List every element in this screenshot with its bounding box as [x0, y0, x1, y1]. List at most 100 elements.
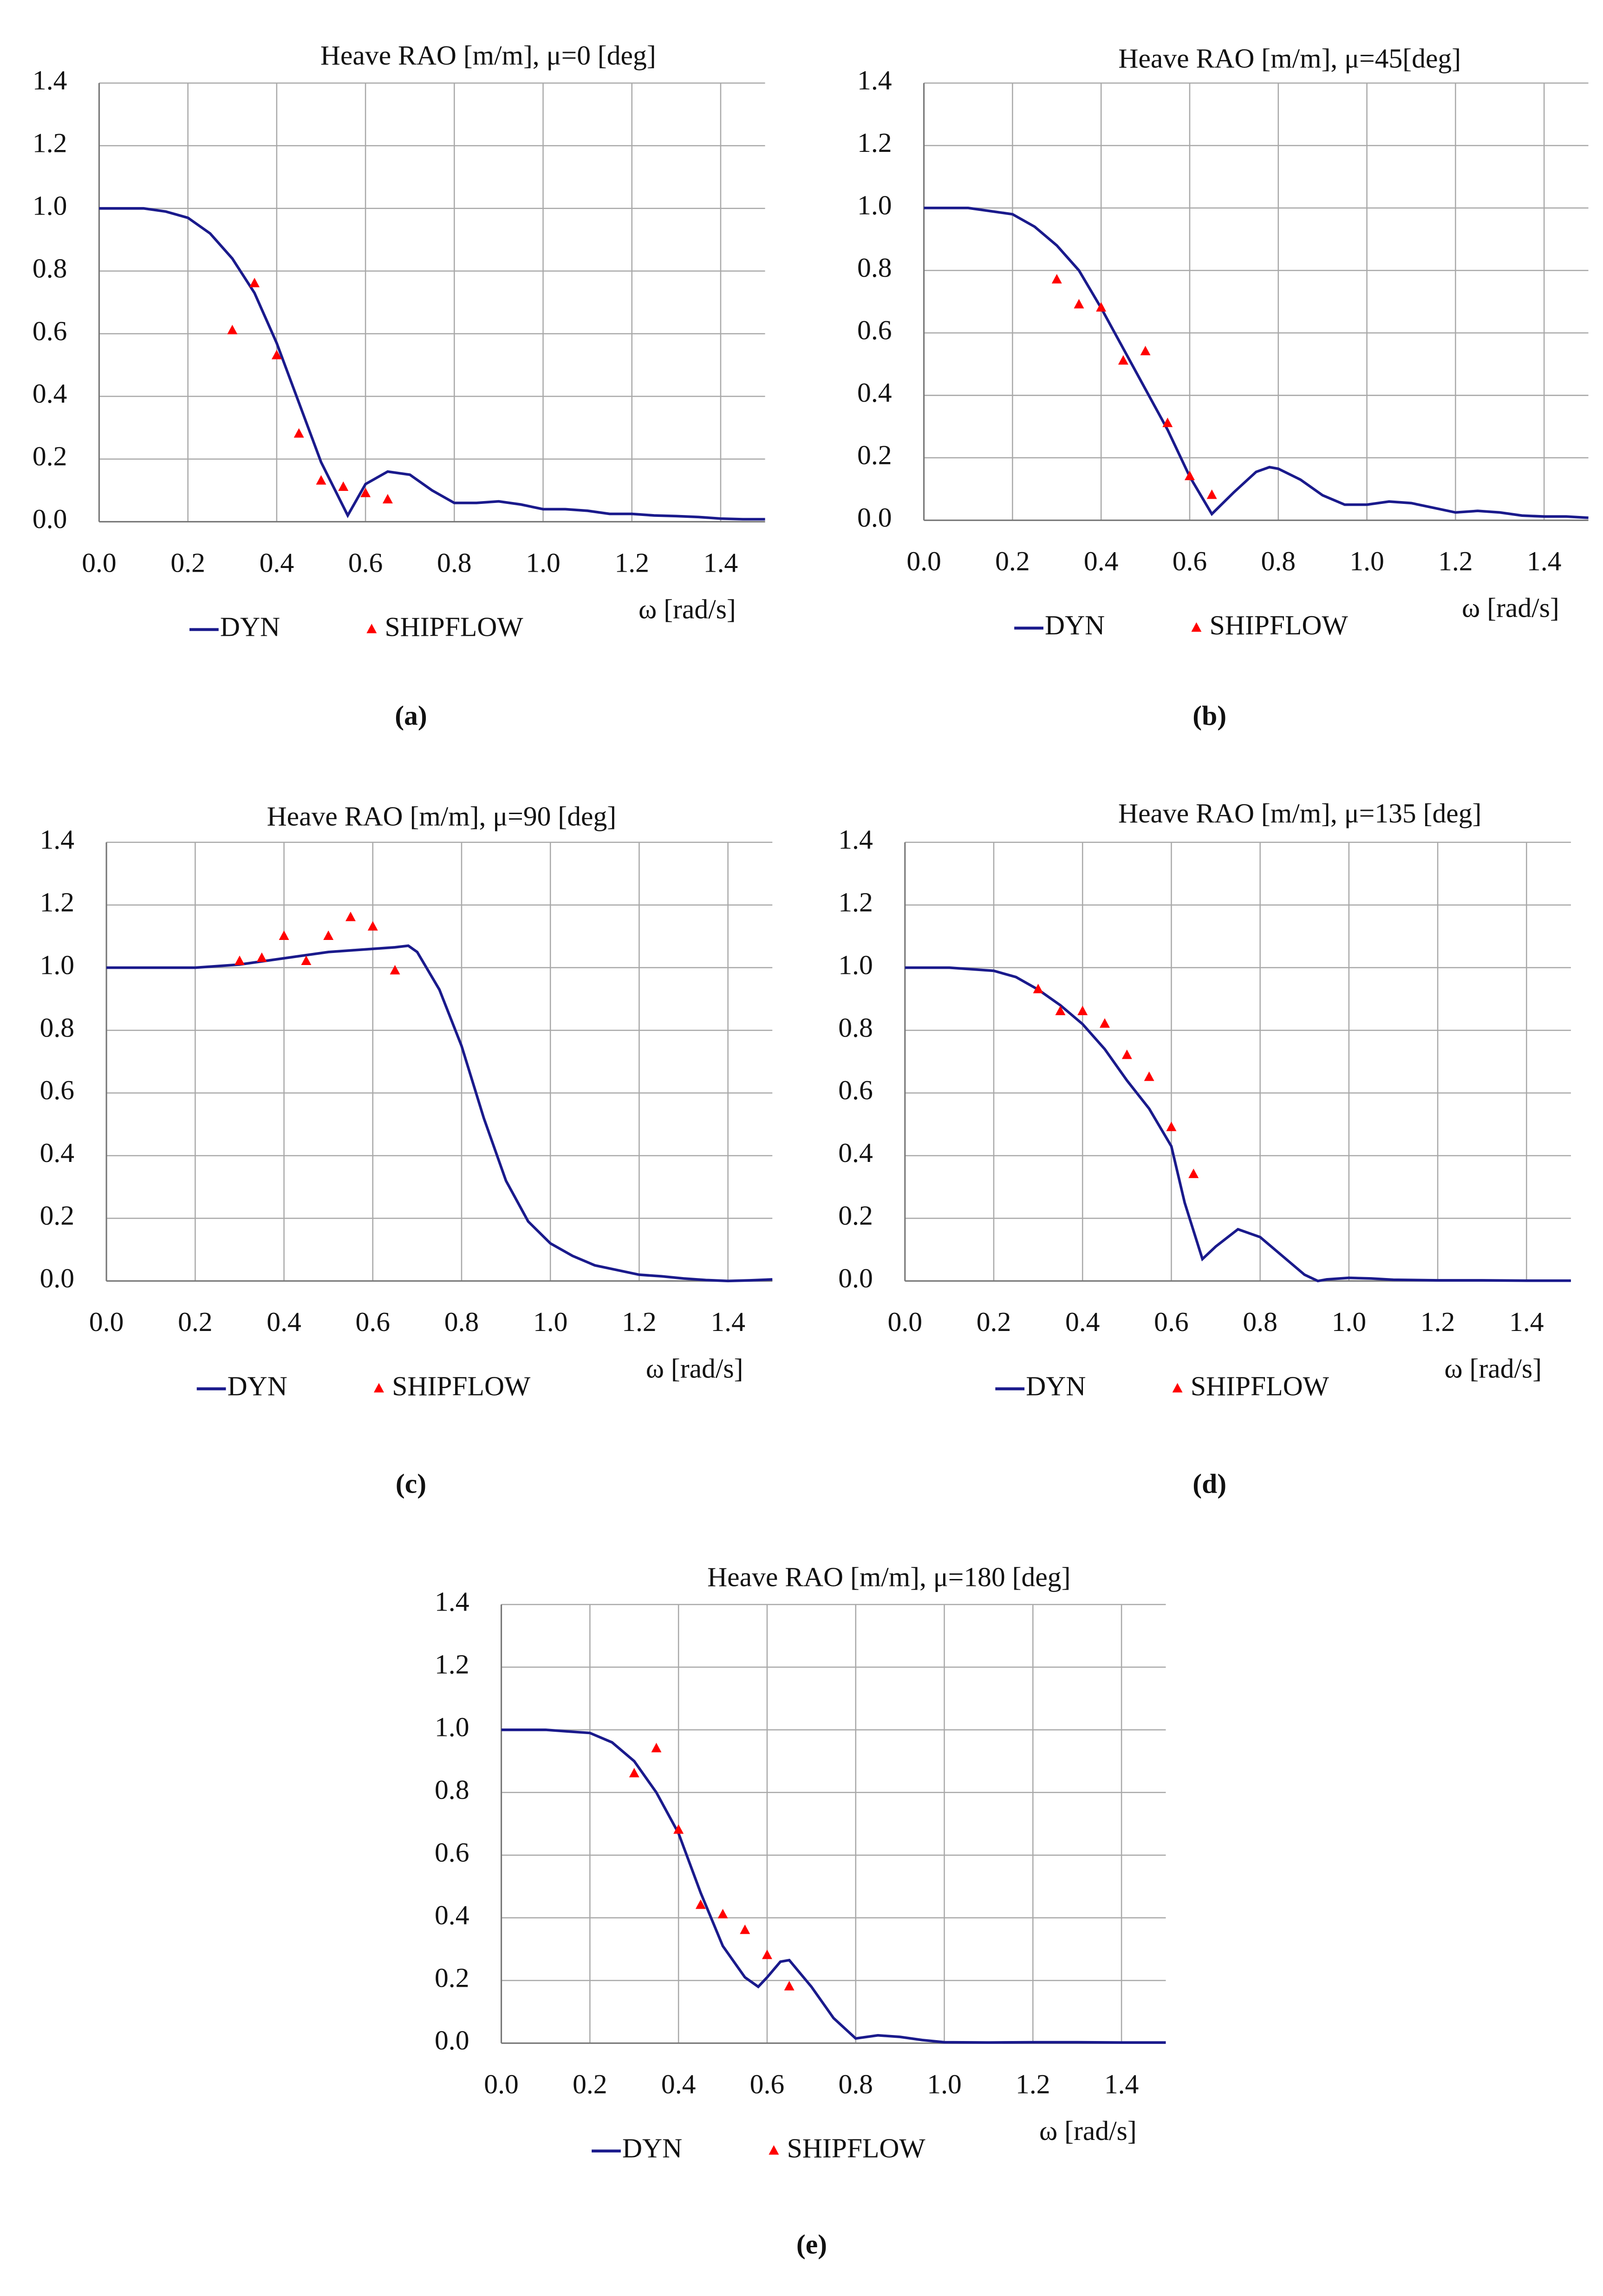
line [99, 207, 765, 521]
x-axis-label: ω [rad/s] [646, 1353, 743, 1384]
x-tick-label: 1.4 [710, 1306, 745, 1337]
y-tick-label: 0.8 [40, 1012, 75, 1043]
x-tick-label: 0.2 [995, 546, 1030, 576]
y-tick-label: 1.2 [435, 1649, 469, 1680]
chart-title: Heave RAO [m/m], μ=135 [deg] [1118, 798, 1481, 828]
legend-label: SHIPFLOW [1210, 610, 1349, 640]
y-tick-label: 0.8 [857, 252, 892, 283]
marker [271, 350, 282, 359]
marker [316, 475, 326, 485]
marker [234, 955, 245, 965]
x-tick-label: 0.6 [1173, 546, 1207, 576]
x-tick-label: 1.2 [1016, 2068, 1050, 2099]
marker [360, 488, 371, 497]
y-tick-label: 0.6 [40, 1075, 75, 1105]
marker [1206, 489, 1217, 499]
chart-title: Heave RAO [m/m], μ=0 [deg] [320, 40, 656, 71]
x-tick-label: 0.0 [82, 547, 117, 578]
marker [695, 1899, 706, 1909]
y-tick-label: 1.0 [40, 949, 75, 980]
x-tick-label: 1.0 [927, 2068, 962, 2099]
marker [1140, 346, 1151, 356]
marker [227, 325, 238, 334]
x-tick-label: 0.8 [838, 2068, 873, 2099]
x-tick-label: 0.2 [977, 1306, 1011, 1337]
marker [279, 930, 289, 940]
x-tick-label: 1.4 [704, 547, 738, 578]
y-tick-label: 0.2 [857, 439, 892, 470]
line [905, 966, 1571, 1283]
y-tick-label: 1.0 [838, 949, 873, 980]
x-tick-label: 1.2 [1421, 1306, 1455, 1337]
marker [323, 930, 334, 940]
legend-swatch [373, 1383, 384, 1393]
y-tick-label: 1.2 [857, 127, 892, 158]
panel-label: (e) [796, 2229, 827, 2260]
marker [762, 1950, 772, 1959]
x-axis-label: ω [rad/s] [639, 594, 736, 625]
x-tick-label: 0.6 [750, 2068, 785, 2099]
panel-label: (a) [395, 700, 427, 731]
marker [338, 481, 349, 491]
x-tick-label: 0.6 [356, 1306, 391, 1337]
marker [1077, 1005, 1088, 1015]
marker [1074, 299, 1084, 309]
y-tick-label: 1.0 [435, 1712, 469, 1742]
x-tick-label: 0.4 [260, 547, 294, 578]
x-axis-label: ω [rad/s] [1039, 2115, 1137, 2146]
x-tick-label: 0.4 [1065, 1306, 1100, 1337]
x-tick-label: 0.0 [89, 1306, 124, 1337]
marker [717, 1909, 728, 1918]
marker [1121, 1050, 1132, 1059]
marker [1118, 355, 1128, 365]
x-tick-label: 1.0 [1332, 1306, 1367, 1337]
x-tick-label: 1.0 [533, 1306, 568, 1337]
x-tick-label: 0.8 [1261, 546, 1296, 576]
legend-label: SHIPFLOW [1191, 1370, 1329, 1401]
y-tick-label: 0.2 [33, 441, 67, 471]
y-tick-label: 1.4 [33, 65, 67, 96]
y-tick-label: 1.2 [33, 127, 67, 158]
x-axis-label: ω [rad/s] [1462, 593, 1559, 623]
marker [1162, 417, 1173, 427]
marker [249, 278, 260, 287]
legend-label: SHIPFLOW [787, 2133, 926, 2163]
marker [293, 428, 304, 438]
x-tick-label: 0.8 [444, 1306, 479, 1337]
x-tick-label: 1.0 [526, 547, 560, 578]
x-tick-label: 0.2 [573, 2068, 607, 2099]
x-tick-label: 0.4 [1084, 546, 1119, 576]
x-tick-label: 0.8 [1243, 1306, 1277, 1337]
y-tick-label: 1.2 [40, 887, 75, 917]
panel-label: (b) [1192, 700, 1226, 731]
marker [1096, 302, 1107, 312]
marker [382, 494, 393, 504]
x-tick-label: 1.4 [1527, 546, 1562, 576]
marker [1184, 470, 1195, 480]
x-tick-label: 0.0 [906, 546, 941, 576]
y-tick-label: 0.6 [33, 315, 67, 346]
x-tick-label: 0.8 [437, 547, 472, 578]
panel-label: (d) [1192, 1468, 1226, 1499]
marker [740, 1924, 750, 1934]
y-tick-label: 0.4 [838, 1137, 873, 1168]
marker [1055, 1005, 1066, 1015]
y-tick-label: 0.2 [838, 1200, 873, 1231]
legend-label: DYN [1045, 610, 1105, 640]
x-tick-label: 1.2 [1438, 546, 1473, 576]
marker [1188, 1168, 1199, 1178]
y-tick-label: 1.4 [857, 65, 892, 96]
legend-label: DYN [622, 2133, 682, 2163]
marker [1051, 274, 1062, 284]
legend-label: DYN [228, 1370, 287, 1401]
x-tick-label: 0.2 [178, 1306, 213, 1337]
line [501, 1729, 1166, 2044]
x-tick-label: 1.2 [622, 1306, 657, 1337]
y-tick-label: 1.2 [838, 887, 873, 917]
chart-title: Heave RAO [m/m], μ=45[deg] [1118, 43, 1461, 73]
marker [673, 1824, 684, 1834]
marker [390, 965, 400, 975]
marker [1033, 984, 1043, 993]
